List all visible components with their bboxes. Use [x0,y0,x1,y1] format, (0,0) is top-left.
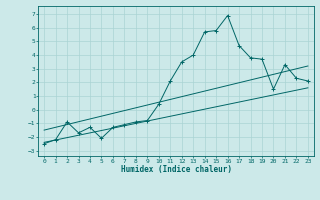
X-axis label: Humidex (Indice chaleur): Humidex (Indice chaleur) [121,165,231,174]
